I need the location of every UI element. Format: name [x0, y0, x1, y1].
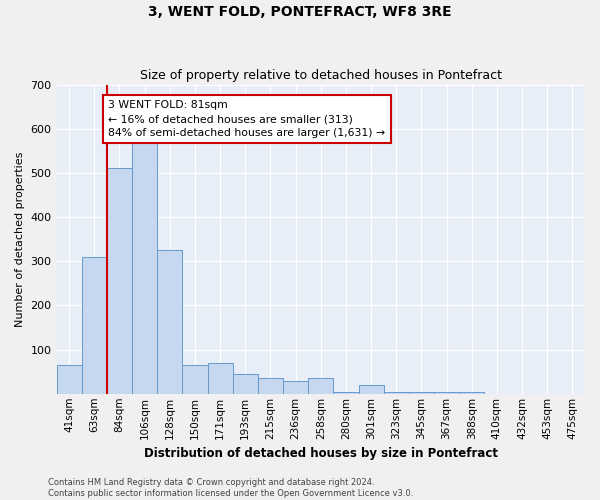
Text: 3 WENT FOLD: 81sqm
← 16% of detached houses are smaller (313)
84% of semi-detach: 3 WENT FOLD: 81sqm ← 16% of detached hou… — [108, 100, 385, 138]
Bar — [383, 392, 409, 394]
Title: Size of property relative to detached houses in Pontefract: Size of property relative to detached ho… — [140, 69, 502, 82]
Text: Contains HM Land Registry data © Crown copyright and database right 2024.
Contai: Contains HM Land Registry data © Crown c… — [48, 478, 413, 498]
Bar — [182, 365, 208, 394]
Bar — [132, 142, 157, 394]
Bar — [233, 374, 258, 394]
Bar — [157, 250, 182, 394]
Bar — [459, 392, 484, 394]
Text: 3, WENT FOLD, PONTEFRACT, WF8 3RE: 3, WENT FOLD, PONTEFRACT, WF8 3RE — [148, 5, 452, 19]
Bar — [434, 392, 459, 394]
X-axis label: Distribution of detached houses by size in Pontefract: Distribution of detached houses by size … — [144, 447, 498, 460]
Y-axis label: Number of detached properties: Number of detached properties — [15, 152, 25, 327]
Bar — [409, 392, 434, 394]
Bar — [258, 378, 283, 394]
Bar — [56, 365, 82, 394]
Bar — [359, 385, 383, 394]
Bar — [283, 380, 308, 394]
Bar — [308, 378, 334, 394]
Bar — [334, 392, 359, 394]
Bar — [107, 168, 132, 394]
Bar — [82, 257, 107, 394]
Bar — [208, 363, 233, 394]
